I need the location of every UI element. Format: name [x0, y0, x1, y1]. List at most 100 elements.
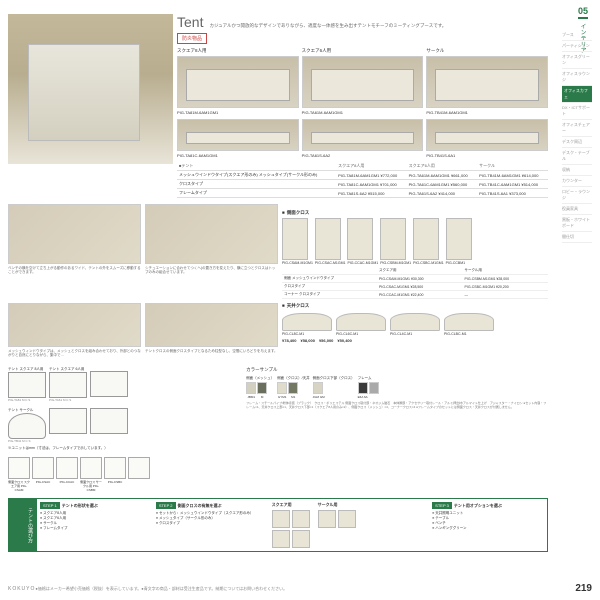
panel-image — [413, 218, 439, 260]
diagram-code: PIG-TA81 M C S — [8, 398, 46, 402]
side-item: カウンター — [562, 176, 592, 187]
diagram — [90, 371, 128, 397]
hero-photo — [8, 14, 173, 164]
small-diagram — [128, 457, 150, 479]
cross-photo — [145, 303, 278, 347]
step-title: テントの形状を選ぶ — [62, 503, 98, 509]
ceiling-label: 天井クロス — [282, 303, 548, 309]
guide-title: テントの選び方 — [8, 498, 36, 552]
small-diagram — [80, 457, 102, 479]
diagram — [90, 408, 128, 434]
ceiling-price: ¥58,000 — [300, 338, 314, 343]
panel-code: PIG-CCBM1 — [446, 261, 472, 265]
swatch — [313, 382, 323, 394]
side-item: 間仕切 — [562, 232, 592, 243]
panel-price-table: スクエア用サークル用 側面 メッシュウインドウタイプPIG-CSAM-M1GM1… — [282, 267, 548, 299]
guide-mini — [272, 530, 290, 548]
photo-caption: シチュエーションに合わせてつくへ(の置き方を変えたり、横に立つとクロスはトップの… — [145, 266, 278, 274]
tent-image-sub — [426, 119, 548, 151]
brand-logo: KOKUYO — [8, 586, 35, 592]
diagram-code: PIG-TB41 M C S — [8, 439, 46, 443]
step-options: セットから：メッシュウインドウタイプ（スクエア形のみ） メッシュタイプ（サークル… — [156, 511, 268, 526]
side-item: ロビー・ラウンジ — [562, 187, 592, 204]
price-table: ■テントスクエア8人用スクエア6人用サークル メッシュウインドウタイプ(スクエア… — [177, 162, 548, 198]
tent-code: PIG-TA81M-6AM1GM1 — [177, 110, 299, 115]
section-number: 05 — [578, 6, 588, 19]
mesh-photo — [8, 303, 141, 347]
ceiling-image — [282, 313, 332, 331]
small-diagram — [56, 457, 78, 479]
footer-note: ●価格はメーカー希望小売価格（税抜）を表示しています。●青文字の商品・部材は受注… — [35, 586, 575, 592]
panel-image — [282, 218, 308, 260]
step-title: 側面クロスの有無を選ぶ — [178, 503, 222, 509]
ceiling-image — [390, 313, 440, 331]
panel-image — [446, 218, 472, 260]
color-sample-label: カラーサンプル — [246, 367, 548, 373]
tent-code: PIG-TA61M-6AM1GM1 — [302, 110, 424, 115]
section-label: 側面クロス — [282, 210, 548, 216]
side-item: パーティション — [562, 41, 592, 52]
step-badge: STEP 3 — [432, 502, 452, 509]
swatch — [288, 382, 298, 394]
panel-code: PIG-CSAM-M1GM1 — [282, 261, 313, 265]
side-item: 黒板・ホワイトボード — [562, 215, 592, 232]
diagram — [49, 372, 87, 398]
swatch — [246, 382, 256, 394]
panel-image — [347, 218, 373, 260]
small-diagram — [8, 457, 30, 479]
diagram — [8, 413, 46, 439]
step-badge: STEP 1 — [40, 502, 60, 509]
panel-code: PIG-CCAC-M1GM1 — [347, 261, 378, 265]
guide-mini — [338, 510, 356, 528]
side-item-active: オフィスカフェ — [562, 86, 592, 103]
side-item: オフィスラウンジ — [562, 69, 592, 86]
side-item: 役員家具 — [562, 204, 592, 215]
tent-variant-label: スクエア8人用 — [177, 48, 299, 54]
diagram-code: PIG-TA61 M C S — [49, 398, 87, 402]
tent-code: PIG-TB41S-6A1 — [426, 153, 548, 158]
ceiling-code: PIG-CL8C-M1 — [282, 332, 332, 336]
panel-code: PIG-CSBC-M1GM1 — [413, 261, 444, 265]
ceiling-image — [336, 313, 386, 331]
tent-code: PIG-TA61S-6A2 — [302, 153, 424, 158]
panel-image — [380, 218, 406, 260]
side-item: ブース — [562, 30, 592, 41]
swatch — [358, 382, 368, 394]
panel-code: PIG-CSBM-M1GM1 — [380, 261, 411, 265]
swatch — [257, 382, 267, 394]
ceiling-code: PIG-CL6C-M1 — [336, 332, 386, 336]
small-diagram — [104, 457, 126, 479]
detail-photo — [8, 204, 141, 264]
tent-code: PIG-TB41M-6AM1GM1 — [426, 110, 548, 115]
side-item: デスク周辺 — [562, 137, 592, 148]
tent-image-sub — [177, 119, 299, 151]
ceiling-code: PIG-CLBC-M1 — [444, 332, 494, 336]
cross-caption: テントクロスの側面クロスタイプとなるため柱型なし、空間にいろどりを与えます。 — [145, 349, 278, 353]
product-title: Tent — [177, 14, 203, 30]
diagram — [8, 372, 46, 398]
side-item: デスク・テーブル — [562, 148, 592, 165]
tent-variant-label: スクエア6人用 — [302, 48, 424, 54]
step-options: 天井照明ユニット テーブル ベンチ ハンギンググリーン — [432, 511, 544, 531]
swatch — [369, 382, 379, 394]
ceiling-price: ¥78,400 — [282, 338, 296, 343]
ceiling-price: ¥50,400 — [337, 338, 351, 343]
fire-badge: 防炎物品 — [177, 33, 207, 44]
side-item: DX・ICTサポート — [562, 103, 592, 120]
category-sidebar: ブース パーティション オフィスグリーン オフィスラウンジ オフィスカフェ DX… — [562, 30, 592, 243]
side-item: 収納 — [562, 165, 592, 176]
detail-photo — [145, 204, 278, 264]
guide-mini — [292, 530, 310, 548]
side-item: オフィスチェアー — [562, 120, 592, 137]
side-item: オフィスグリーン — [562, 52, 592, 69]
material-note: フレーム・スチールパイプ/粉体塗装（ブラック） クロス・ポリエステル 側面クロス… — [246, 402, 548, 410]
panel-image — [315, 218, 341, 260]
mesh-caption: メッシュウィンドウタイプは、メッシュとクロスを組み合わせており、外部とのつながり… — [8, 349, 141, 357]
tent-code: PIG-TA81C-6AM1GM1 — [177, 153, 299, 158]
ceiling-price: ¥56,000 — [319, 338, 333, 343]
guide-mini — [272, 510, 290, 528]
diagram — [49, 408, 87, 434]
tent-image — [302, 56, 424, 108]
swatch — [277, 382, 287, 394]
tent-image — [177, 56, 299, 108]
